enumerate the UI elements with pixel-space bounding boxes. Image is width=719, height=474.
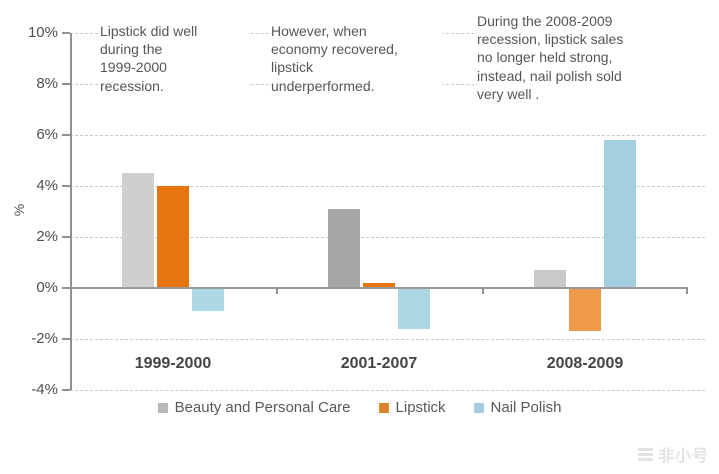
watermark-logo-icon [637,447,653,461]
y-tick-mark-6 [62,134,70,136]
category-label-2008-2009: 2008-2009 [546,355,624,372]
bar-beauty-and-personal-care-2001-2007 [328,208,360,288]
watermark-text: 非小号 [657,448,709,465]
legend-label-lipstick: Lipstick [395,399,446,416]
category-label-1999-2000: 1999-2000 [134,355,212,372]
y-tick-label-10: 10% [27,24,58,41]
y-tick-mark-0 [62,287,70,289]
bar-lipstick-2001-2007 [363,282,395,288]
annotation-2008-2009-recession: During the 2008-2009 recession, lipstick… [477,12,711,103]
legend-item-beauty-and-personal-care: Beauty and Personal Care [157,399,351,416]
y-tick-mark-4 [62,185,70,187]
gridline-2 [70,236,705,238]
bar-lipstick-1999-2000 [157,186,189,288]
legend-swatch-lipstick [378,402,389,413]
y-tick-mark-10 [62,32,70,34]
y-axis-title: % [11,203,27,217]
legend-item-nail-polish: Nail Polish [473,399,562,416]
category-label-2001-2007: 2001-2007 [340,355,418,372]
bar-nail-polish-2001-2007 [398,288,430,329]
x-axis-tick-2 [482,288,484,294]
legend-label-beauty-and-personal-care: Beauty and Personal Care [174,399,351,416]
x-axis-line [70,287,688,289]
y-tick-label-4: -4% [31,381,58,398]
gridline-4 [70,185,705,187]
y-tick-label-2: -2% [31,330,58,347]
x-axis-tick-1 [276,288,278,294]
plot-area: 10% 8% 6% 4% 2% 0% -2% -4% 1999-2000 2001-2007 200… [28,24,705,398]
y-tick-mark-8 [62,83,70,85]
y-tick-mark-4 [62,389,70,391]
legend: Beauty and Personal Care Lipstick Nail Pol… [0,399,719,416]
gridline-2 [70,338,705,340]
y-tick-label-8: 8% [36,75,58,92]
y-tick-mark-2 [62,236,70,238]
legend-label-nail-polish: Nail Polish [490,399,562,416]
bar-beauty-and-personal-care-2008-2009 [534,270,566,288]
annotation-1999-2000-recession: Lipstick did well during the 1999-2000 r… [100,22,248,95]
x-axis-tick-0 [70,288,72,294]
bar-nail-polish-2008-2009 [604,140,636,288]
gridline-4 [70,389,705,391]
legend-item-lipstick: Lipstick [378,399,446,416]
bar-nail-polish-1999-2000 [192,288,224,311]
legend-swatch-nail-polish [473,402,484,413]
y-tick-label-6: 6% [36,126,58,143]
y-axis-line [70,33,72,390]
bar-lipstick-2008-2009 [569,288,601,332]
annotation-2001-2007-recovery: However, when economy recovered, lipstic… [271,22,443,95]
y-tick-label-4: 4% [36,177,58,194]
watermark: 非小号 [637,442,709,466]
bar-beauty-and-personal-care-1999-2000 [122,173,154,288]
gridline-6 [70,134,705,136]
y-tick-mark-2 [62,338,70,340]
y-tick-label-0: 0% [36,279,58,296]
x-axis-tick-3 [686,288,688,294]
legend-swatch-beauty-and-personal-care [157,402,168,413]
y-tick-label-2: 2% [36,228,58,245]
